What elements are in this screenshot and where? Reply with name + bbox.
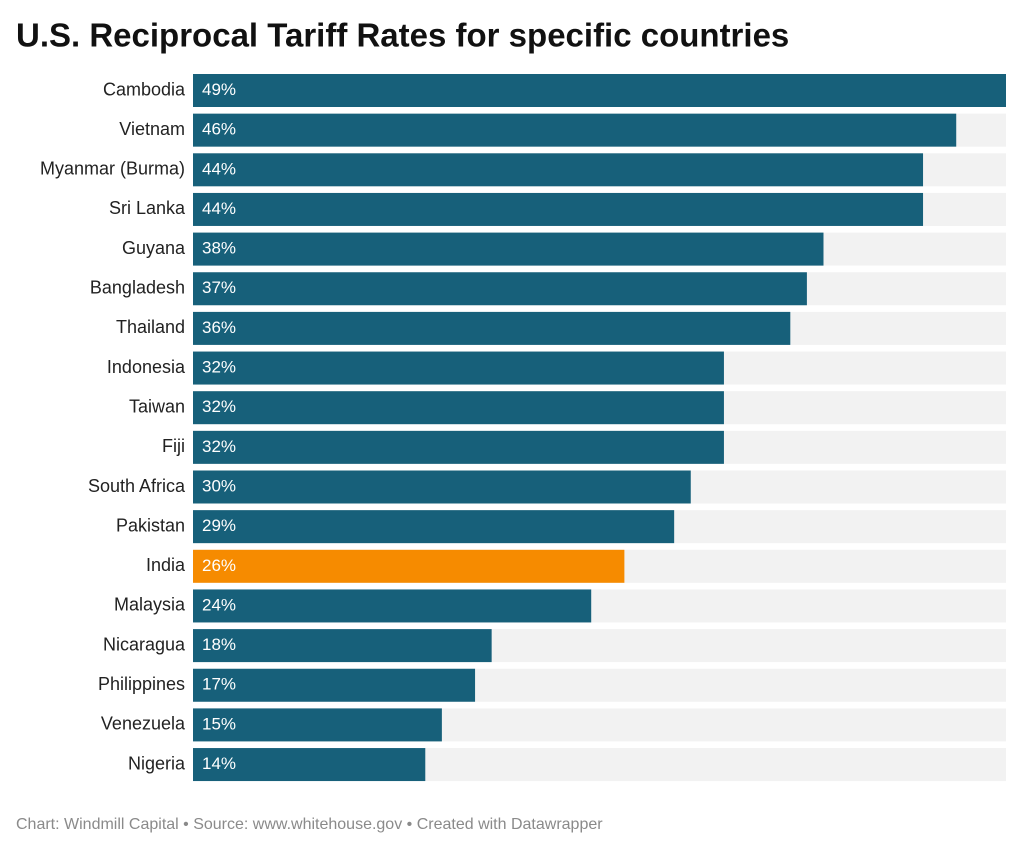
category-label: Cambodia xyxy=(103,79,186,99)
category-label: Malaysia xyxy=(114,595,186,615)
category-label: Bangladesh xyxy=(90,278,185,298)
bar xyxy=(193,430,724,464)
value-label: 38% xyxy=(202,239,236,258)
category-label: Myanmar (Burma) xyxy=(40,159,185,179)
bar xyxy=(193,708,442,742)
value-label: 18% xyxy=(202,635,236,654)
category-label: Taiwan xyxy=(129,396,185,416)
category-label: Venezuela xyxy=(101,714,186,734)
category-label: Vietnam xyxy=(119,119,185,139)
bar xyxy=(193,391,724,425)
category-label: Nigeria xyxy=(128,753,186,773)
value-label: 24% xyxy=(202,595,236,614)
value-label: 36% xyxy=(202,318,236,337)
value-label: 26% xyxy=(202,556,236,575)
value-label: 15% xyxy=(202,714,236,733)
value-label: 32% xyxy=(202,437,236,456)
value-label: 32% xyxy=(202,397,236,416)
bar xyxy=(193,311,791,345)
category-label: Nicaragua xyxy=(103,634,186,654)
category-label: Indonesia xyxy=(107,357,186,377)
bar xyxy=(193,232,824,266)
value-label: 14% xyxy=(202,754,236,773)
value-label: 32% xyxy=(202,358,236,377)
bar xyxy=(193,272,807,306)
bar xyxy=(193,470,691,504)
value-label: 46% xyxy=(202,120,236,139)
value-label: 37% xyxy=(202,278,236,297)
bar xyxy=(193,748,426,782)
value-label: 30% xyxy=(202,476,236,495)
bar xyxy=(193,153,924,187)
category-label: Philippines xyxy=(98,674,185,694)
bar xyxy=(193,74,1006,107)
category-label: Thailand xyxy=(116,317,185,337)
bar xyxy=(193,668,476,702)
value-label: 44% xyxy=(202,159,236,178)
category-label: Sri Lanka xyxy=(109,198,186,218)
bar xyxy=(193,589,592,623)
bar xyxy=(193,192,924,226)
category-label: Guyana xyxy=(122,238,186,258)
chart-title: U.S. Reciprocal Tariff Rates for specifi… xyxy=(16,17,789,54)
bar xyxy=(193,549,625,583)
bar xyxy=(193,510,675,544)
value-label: 49% xyxy=(202,80,236,99)
footer: Chart: Windmill Capital • Source: www.wh… xyxy=(16,816,603,833)
value-label: 17% xyxy=(202,675,236,694)
category-label: India xyxy=(146,555,186,575)
category-label: Pakistan xyxy=(116,515,185,535)
category-label: Fiji xyxy=(162,436,185,456)
value-label: 44% xyxy=(202,199,236,218)
value-label: 29% xyxy=(202,516,236,535)
bar xyxy=(193,629,492,663)
bar xyxy=(193,351,724,385)
category-label: South Africa xyxy=(88,476,186,496)
bar xyxy=(193,113,957,147)
